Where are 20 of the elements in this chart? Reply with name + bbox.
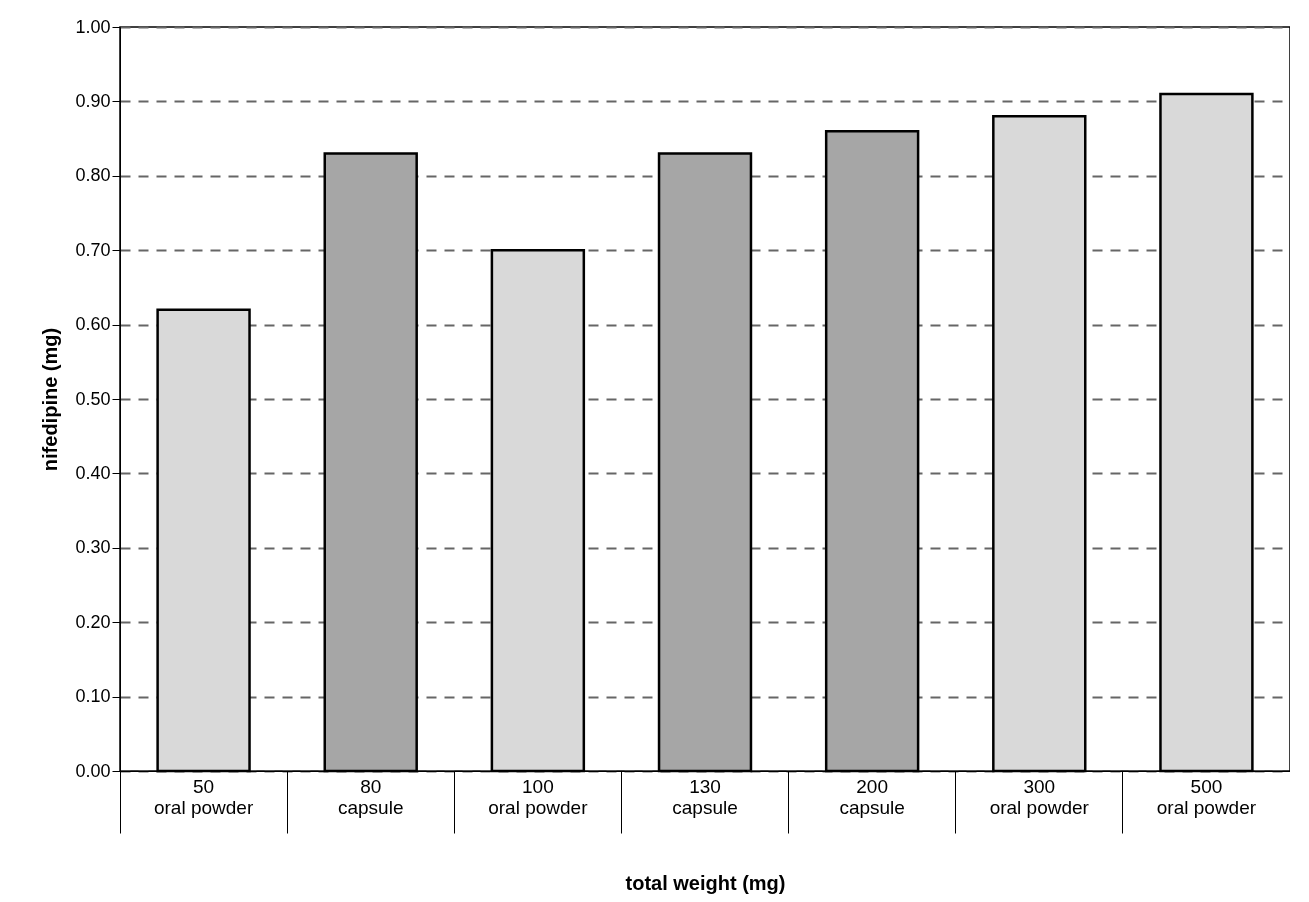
x-tick-label: 500 oral powder bbox=[1156, 775, 1257, 818]
y-tick-label: 0.60 bbox=[75, 314, 111, 335]
y-tick-label: 0.90 bbox=[75, 90, 111, 111]
x-axis-title: total weight (mg) bbox=[625, 872, 786, 894]
y-tick-label: 0.40 bbox=[75, 462, 111, 483]
x-tick-label: 200 capsule bbox=[839, 775, 905, 818]
y-tick-label: 0.00 bbox=[75, 760, 111, 781]
y-tick-label: 0.20 bbox=[75, 611, 111, 632]
y-tick-label: 0.70 bbox=[75, 239, 111, 260]
x-tick-label: 100 oral powder bbox=[488, 775, 589, 818]
y-tick-label: 0.50 bbox=[75, 388, 111, 409]
x-tick-label: 130 capsule bbox=[672, 775, 738, 818]
y-tick-label: 1.00 bbox=[75, 16, 111, 37]
y-axis-title: nifedipine (mg) bbox=[39, 327, 62, 472]
x-tick-label: 50 oral powder bbox=[153, 775, 254, 818]
y-tick-label: 0.30 bbox=[75, 537, 111, 558]
x-tick-label: 80 capsule bbox=[337, 775, 404, 818]
y-tick-label: 0.10 bbox=[75, 686, 111, 707]
y-tick-label: 0.80 bbox=[75, 165, 111, 186]
x-tick-label: 300 oral powder bbox=[989, 775, 1090, 818]
